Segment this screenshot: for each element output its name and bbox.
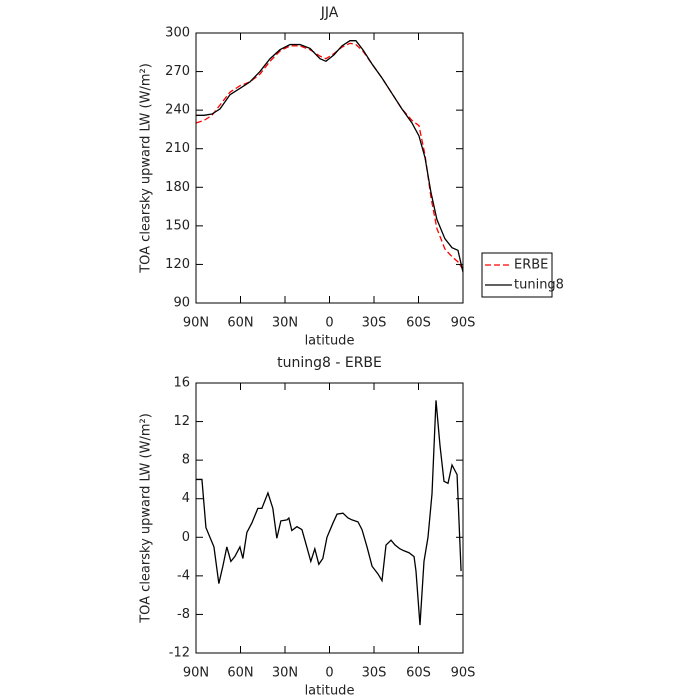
chart-title: JJA [320,5,339,21]
y-tick-label: 90 [173,296,190,311]
x-tick-label: 90N [183,316,209,331]
x-tick-label: 0 [325,316,333,331]
y-axis-label: TOA clearsky upward LW (W/m²) [139,413,154,624]
data-line [196,400,462,626]
x-tick-label: 30N [272,316,298,331]
x-tick-label: 30S [362,316,387,331]
x-tick-label: 30S [362,666,387,681]
legend-box [481,252,553,298]
x-tick-label: 90S [451,666,476,681]
x-tick-label: 60S [406,316,431,331]
plot-frame [195,382,464,654]
x-tick-label: 90S [451,316,476,331]
x-axis-label: latitude [305,334,355,349]
x-tick-label: 30N [272,666,298,681]
y-tick-label: 240 [165,103,190,118]
y-tick-label: 180 [165,180,190,195]
y-tick-label: 12 [173,414,190,429]
x-axis-label: latitude [305,684,355,699]
y-tick-label: 16 [173,376,190,391]
y-axis-label: TOA clearsky upward LW (W/m²) [139,63,154,274]
data-line [196,40,464,273]
x-tick-label: 0 [325,666,333,681]
y-tick-label: 120 [165,257,190,272]
legend-label: tuning8 [514,278,564,293]
y-tick-label: 0 [182,530,190,545]
y-tick-label: 300 [165,26,190,41]
y-tick-label: 270 [165,64,190,79]
y-tick-label: -12 [169,646,190,661]
y-tick-label: 210 [165,141,190,156]
y-tick-label: -4 [177,568,190,583]
y-tick-label: -8 [177,607,190,622]
legend-label: ERBE [514,258,548,273]
x-tick-label: 60N [227,666,253,681]
data-line [195,42,464,270]
y-tick-label: 150 [165,218,190,233]
y-tick-label: 4 [182,491,190,506]
x-tick-label: 90N [183,666,209,681]
y-tick-label: 8 [182,453,190,468]
x-tick-label: 60S [406,666,431,681]
plot-frame [195,32,464,304]
x-tick-label: 60N [227,316,253,331]
chart-title: tuning8 - ERBE [277,355,382,371]
